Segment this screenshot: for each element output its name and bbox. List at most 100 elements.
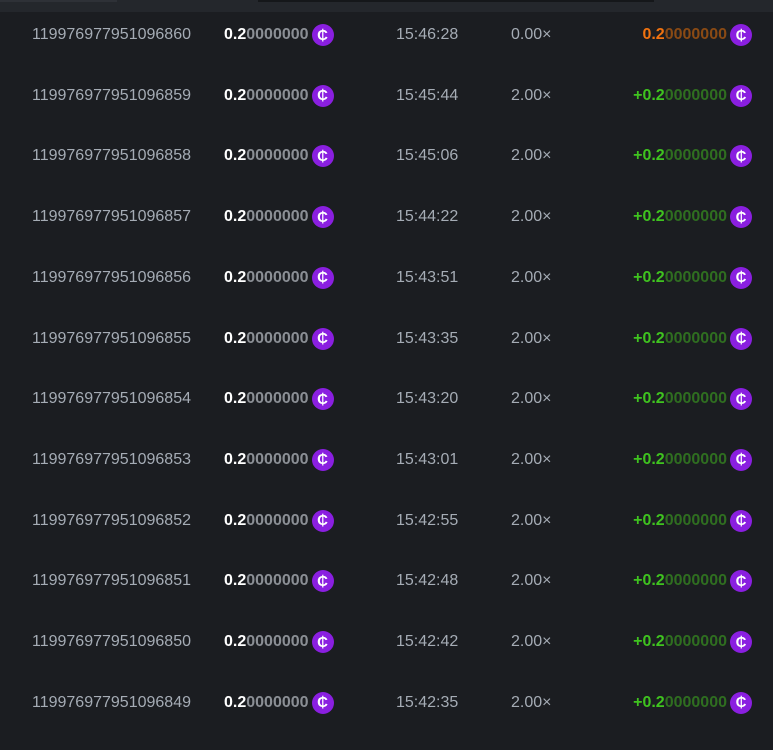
bet-row[interactable]: 119976977951096851 0.2 0000000 ₵ 15:42:48 …: [0, 566, 773, 596]
bet-id[interactable]: 119976977951096852: [32, 511, 191, 529]
bet-profit: +0.2 0000000 ₵: [633, 570, 752, 593]
bet-id[interactable]: 119976977951096853: [32, 450, 191, 468]
amount-rest: 0000000: [246, 208, 309, 226]
bet-profit: +0.2 0000000 ₵: [633, 327, 752, 350]
profit-rest: 0000000: [664, 147, 727, 165]
bet-time: 15:42:48: [396, 572, 459, 590]
amount-main: 0.2: [224, 633, 247, 650]
cent-coin-icon: ₵: [730, 266, 752, 289]
bet-profit: +0.2 0000000 ₵: [633, 266, 752, 289]
cent-coin-icon: ₵: [311, 206, 334, 229]
amount-main: 0.2: [224, 86, 247, 104]
cent-coin-icon: ₵: [730, 448, 752, 471]
bet-profit: +0.2 0000000 ₵: [633, 509, 752, 532]
bet-amount: 0.2 0000000 ₵: [224, 509, 334, 532]
bet-amount: 0.2 0000000 ₵: [224, 84, 334, 107]
amount-rest: 0000000: [246, 511, 309, 529]
cent-coin-icon: ₵: [730, 145, 752, 168]
cent-coin-icon: ₵: [730, 388, 752, 411]
bet-profit: +0.2 0000000 ₵: [633, 631, 752, 653]
bet-time: 15:46:28: [396, 26, 459, 43]
cent-coin-icon: ₵: [311, 448, 334, 471]
profit-main: +0.2: [633, 268, 665, 286]
bet-row[interactable]: 119976977951096854 0.2 0000000 ₵ 15:43:20 …: [0, 384, 773, 414]
bet-amount: 0.2 0000000 ₵: [224, 631, 334, 653]
bet-row[interactable]: 119976977951096852 0.2 0000000 ₵ 15:42:55 …: [0, 506, 773, 536]
profit-rest: 0000000: [664, 329, 727, 347]
tab-divider: [258, 0, 654, 2]
bet-row[interactable]: 119976977951096856 0.2 0000000 ₵ 15:43:51 …: [0, 263, 773, 293]
amount-main: 0.2: [224, 208, 247, 226]
bet-id[interactable]: 119976977951096857: [32, 208, 191, 226]
cent-coin-icon: ₵: [730, 84, 752, 107]
profit-main: +0.2: [633, 693, 665, 711]
top-bar: [0, 0, 773, 12]
bet-time: 15:42:35: [396, 693, 459, 711]
bet-time: 15:45:44: [396, 86, 459, 104]
bet-row[interactable]: 119976977951096855 0.2 0000000 ₵ 15:43:35 …: [0, 324, 773, 354]
profit-rest: 0000000: [664, 268, 727, 286]
bet-id[interactable]: 119976977951096849: [32, 693, 191, 711]
cent-coin-icon: ₵: [730, 509, 752, 532]
profit-main: +0.2: [633, 147, 665, 165]
bet-row[interactable]: 119976977951096859 0.2 0000000 ₵ 15:45:44 …: [0, 81, 773, 111]
profit-rest: 0000000: [664, 572, 727, 590]
bet-time: 15:43:35: [396, 329, 459, 347]
amount-rest: 0000000: [246, 450, 309, 468]
amount-main: 0.2: [224, 450, 247, 468]
bet-amount: 0.2 0000000 ₵: [224, 570, 334, 593]
profit-rest: 0000000: [664, 26, 727, 43]
profit-rest: 0000000: [664, 208, 727, 226]
bet-profit: +0.2 0000000 ₵: [633, 388, 752, 411]
tab-indicator: [0, 0, 117, 2]
profit-rest: 0000000: [664, 390, 727, 408]
profit-main: +0.2: [633, 86, 665, 104]
bet-id[interactable]: 119976977951096856: [32, 268, 191, 286]
bet-amount: 0.2 0000000 ₵: [224, 266, 334, 289]
amount-main: 0.2: [224, 390, 247, 408]
amount-rest: 0000000: [246, 268, 309, 286]
amount-rest: 0000000: [246, 693, 309, 711]
bet-profit: +0.2 0000000 ₵: [633, 145, 752, 168]
amount-main: 0.2: [224, 693, 247, 711]
bet-amount: 0.2 0000000 ₵: [224, 145, 334, 168]
bet-id[interactable]: 119976977951096858: [32, 147, 191, 165]
bet-id[interactable]: 119976977951096859: [32, 86, 191, 104]
profit-rest: 0000000: [664, 693, 727, 711]
bet-row[interactable]: 119976977951096860 0.2 0000000 ₵ 15:46:28 …: [0, 20, 773, 50]
bet-amount: 0.2 0000000 ₵: [224, 327, 334, 350]
cent-coin-icon: ₵: [311, 24, 334, 46]
bet-id[interactable]: 119976977951096850: [32, 633, 191, 650]
profit-main: +0.2: [633, 450, 665, 468]
bet-row[interactable]: 119976977951096850 0.2 0000000 ₵ 15:42:42 …: [0, 627, 773, 657]
bet-profit: 0.2 0000000 ₵: [642, 24, 752, 46]
amount-rest: 0000000: [246, 329, 309, 347]
cent-coin-icon: ₵: [730, 570, 752, 593]
amount-main: 0.2: [224, 511, 247, 529]
cent-coin-icon: ₵: [311, 691, 334, 714]
profit-main: +0.2: [633, 633, 665, 650]
bet-amount: 0.2 0000000 ₵: [224, 691, 334, 714]
bet-row[interactable]: 119976977951096853 0.2 0000000 ₵ 15:43:01 …: [0, 445, 773, 475]
bet-multiplier: 2.00×: [511, 268, 552, 286]
bet-time: 15:43:01: [396, 450, 459, 468]
bet-row[interactable]: 119976977951096849 0.2 0000000 ₵ 15:42:35 …: [0, 688, 773, 718]
bet-multiplier: 2.00×: [511, 572, 552, 590]
bet-id[interactable]: 119976977951096855: [32, 329, 191, 347]
bet-amount: 0.2 0000000 ₵: [224, 206, 334, 229]
bet-row[interactable]: 119976977951096858 0.2 0000000 ₵ 15:45:06 …: [0, 141, 773, 171]
bet-amount: 0.2 0000000 ₵: [224, 24, 334, 46]
bet-amount: 0.2 0000000 ₵: [224, 448, 334, 471]
bet-multiplier: 2.00×: [511, 633, 552, 650]
amount-rest: 0000000: [246, 572, 309, 590]
bet-time: 15:42:55: [396, 511, 459, 529]
bet-row[interactable]: 119976977951096857 0.2 0000000 ₵ 15:44:22 …: [0, 202, 773, 232]
bet-id[interactable]: 119976977951096851: [32, 572, 191, 590]
amount-main: 0.2: [224, 329, 247, 347]
cent-coin-icon: ₵: [311, 327, 334, 350]
bet-id[interactable]: 119976977951096854: [32, 390, 191, 408]
bet-multiplier: 2.00×: [511, 86, 552, 104]
cent-coin-icon: ₵: [730, 24, 752, 46]
bet-id[interactable]: 119976977951096860: [32, 26, 191, 43]
profit-main: +0.2: [633, 329, 665, 347]
